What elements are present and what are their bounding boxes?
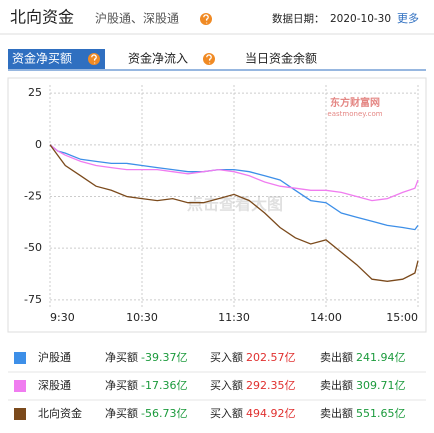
date: 2020-10-30 <box>330 13 391 25</box>
summary-value: -39.37亿 <box>141 351 187 364</box>
date-label: 数据日期： <box>272 12 325 25</box>
title: 北向资金 <box>10 8 74 27</box>
summary-value: 241.94亿 <box>356 351 406 364</box>
tab[interactable]: 当日资金余额 <box>245 51 317 66</box>
logo: 东方财富网 <box>330 96 380 109</box>
legend-name: 北向资金 <box>38 406 82 420</box>
active-tab[interactable] <box>8 49 105 69</box>
y-tick-label: -50 <box>24 241 42 254</box>
series-line <box>49 144 419 202</box>
help-icon[interactable] <box>200 13 212 25</box>
legend-name: 深股通 <box>38 379 71 392</box>
help-icon[interactable] <box>203 53 215 65</box>
legend-swatch <box>14 380 26 392</box>
x-tick-label: 9:30 <box>50 311 75 324</box>
y-tick-label: 25 <box>28 86 42 99</box>
y-tick-label: -75 <box>24 293 42 306</box>
summary-label: 净买额 <box>105 378 138 392</box>
summary-value: -17.36亿 <box>141 379 187 392</box>
summary-label: 卖出额 <box>320 406 353 420</box>
chart-frame <box>7 77 427 333</box>
x-tick-label: 11:30 <box>218 311 250 324</box>
y-tick-label: -25 <box>24 190 42 203</box>
summary-label: 卖出额 <box>320 350 353 364</box>
legend-name: 沪股通 <box>38 350 71 364</box>
series-line <box>49 144 419 282</box>
summary-label: 净买额 <box>105 406 138 420</box>
series-line <box>49 144 419 231</box>
watermark: 点击查看大图 <box>187 195 283 214</box>
summary-value: -56.73亿 <box>141 407 187 420</box>
x-tick-label: 15:00 <box>386 311 418 324</box>
subtitle: 沪股通、深股通 <box>95 12 179 26</box>
summary-value: 309.71亿 <box>356 379 406 392</box>
summary-label: 买入额 <box>210 351 243 364</box>
more-link[interactable]: 更多 <box>397 11 419 25</box>
summary-value: 494.92亿 <box>246 407 296 420</box>
logo-sub: eastmoney.com <box>327 110 382 118</box>
help-icon[interactable] <box>88 53 100 65</box>
legend-swatch <box>14 352 26 364</box>
summary-value: 292.35亿 <box>246 379 296 392</box>
x-tick-label: 10:30 <box>126 311 158 324</box>
chart: 25 0 -25 -50 -75 9:30 10:30 11:30 14:00 15:00 点击查看… <box>24 85 419 324</box>
legend-swatch <box>14 408 26 420</box>
summary-value: 551.65亿 <box>356 407 406 420</box>
tab[interactable]: 资金净买额 <box>12 51 72 66</box>
summary-value: 202.57亿 <box>246 351 296 364</box>
summary-label: 净买额 <box>105 350 138 364</box>
x-tick-label: 14:00 <box>310 311 342 324</box>
tab[interactable]: 资金净流入 <box>128 51 188 66</box>
summary-label: 买入额 <box>210 379 243 392</box>
summary-label: 卖出额 <box>320 378 353 392</box>
y-tick-label: 0 <box>35 138 42 151</box>
summary-label: 买入额 <box>210 407 243 420</box>
